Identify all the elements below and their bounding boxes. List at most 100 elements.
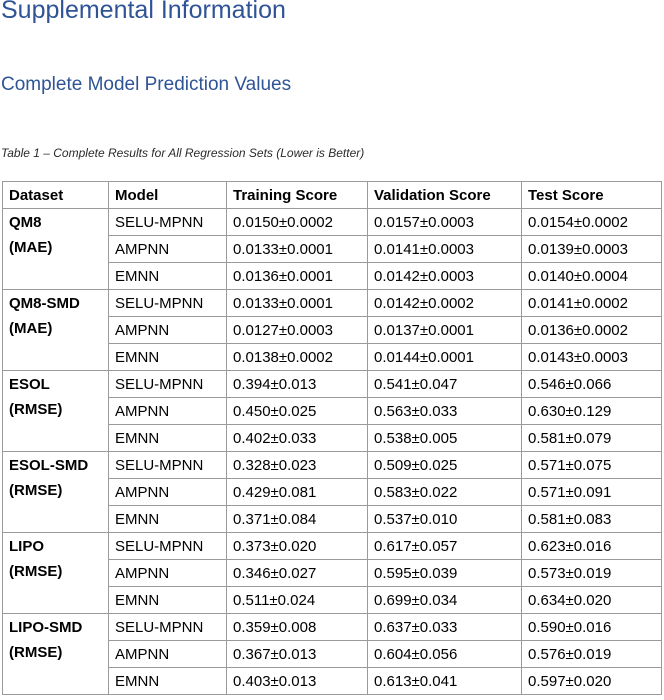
table-header-row: Dataset Model Training Score Validation … — [2, 181, 662, 209]
model-cell: AMPNN — [108, 235, 227, 263]
model-cell: AMPNN — [108, 397, 227, 425]
model-cell: AMPNN — [108, 316, 227, 344]
dataset-cell: QM8 (MAE) — [2, 208, 109, 290]
model-cell: EMNN — [108, 343, 227, 371]
model-cell: AMPNN — [108, 559, 227, 587]
test-score-cell: 0.0143±0.0003 — [521, 343, 662, 371]
validation-score-cell: 0.604±0.056 — [367, 640, 522, 668]
dataset-cell: ESOL (RMSE) — [2, 370, 109, 452]
section-heading: Complete Model Prediction Values — [1, 74, 292, 95]
validation-score-cell: 0.637±0.033 — [367, 613, 522, 641]
table-row: QM8-SMD (MAE) SELU-MPNN 0.0133±0.0001 0.0142… — [2, 289, 662, 371]
table-row: LIPO-SMD (RMSE) SELU-MPNN 0.359±0.008 0.637±… — [2, 613, 662, 695]
test-score-cell: 0.581±0.083 — [521, 505, 662, 533]
table-row: AMPNN 0.429±0.081 0.583±0.022 0.571±0.091 — [3, 478, 662, 506]
page-heading: Supplemental Information — [1, 0, 286, 24]
training-score-cell: 0.402±0.033 — [226, 424, 368, 452]
dataset-metric: (MAE) — [9, 239, 53, 256]
training-score-cell: 0.429±0.081 — [226, 478, 368, 506]
table-body: QM8 (MAE) SELU-MPNN 0.0150±0.0002 0.0157±0.0… — [2, 208, 662, 695]
table-row: AMPNN 0.450±0.025 0.563±0.033 0.630±0.129 — [3, 397, 662, 425]
header-training-score: Training Score — [226, 181, 368, 209]
training-score-cell: 0.359±0.008 — [226, 613, 368, 641]
table-row: EMNN 0.0136±0.0001 0.0142±0.0003 0.0140±0.0… — [3, 262, 662, 290]
validation-score-cell: 0.563±0.033 — [367, 397, 522, 425]
model-cell: SELU-MPNN — [108, 532, 227, 560]
training-score-cell: 0.0133±0.0001 — [226, 235, 368, 263]
dataset-name: QM8 — [9, 214, 42, 231]
results-table: Dataset Model Training Score Validation … — [2, 181, 662, 695]
table-row: EMNN 0.371±0.084 0.537±0.010 0.581±0.083 — [3, 505, 662, 533]
dataset-cell: LIPO-SMD (RMSE) — [2, 613, 109, 695]
model-cell: SELU-MPNN — [108, 370, 227, 398]
test-score-cell: 0.581±0.079 — [521, 424, 662, 452]
validation-score-cell: 0.0142±0.0003 — [367, 262, 522, 290]
validation-score-cell: 0.699±0.034 — [367, 586, 522, 614]
table-row: AMPNN 0.367±0.013 0.604±0.056 0.576±0.019 — [3, 640, 662, 668]
validation-score-cell: 0.0142±0.0002 — [367, 289, 522, 317]
model-cell: EMNN — [108, 424, 227, 452]
model-cell: SELU-MPNN — [108, 613, 227, 641]
validation-score-cell: 0.613±0.041 — [367, 667, 522, 695]
validation-score-cell: 0.0137±0.0001 — [367, 316, 522, 344]
validation-score-cell: 0.583±0.022 — [367, 478, 522, 506]
test-score-cell: 0.0141±0.0002 — [521, 289, 662, 317]
dataset-metric: (RMSE) — [9, 644, 63, 661]
table-row: AMPNN 0.0127±0.0003 0.0137±0.0001 0.0136±0.… — [3, 316, 662, 344]
validation-score-cell: 0.538±0.005 — [367, 424, 522, 452]
training-score-cell: 0.373±0.020 — [226, 532, 368, 560]
validation-score-cell: 0.0157±0.0003 — [367, 208, 522, 236]
model-cell: AMPNN — [108, 640, 227, 668]
dataset-name: LIPO — [9, 538, 45, 555]
validation-score-cell: 0.509±0.025 — [367, 451, 522, 479]
table-row: AMPNN 0.0133±0.0001 0.0141±0.0003 0.0139±0.… — [3, 235, 662, 263]
model-cell: EMNN — [108, 667, 227, 695]
dataset-name: LIPO-SMD — [9, 619, 83, 636]
test-score-cell: 0.571±0.091 — [521, 478, 662, 506]
table-row: QM8 (MAE) SELU-MPNN 0.0150±0.0002 0.0157±0.0… — [2, 208, 662, 290]
model-cell: SELU-MPNN — [108, 208, 227, 236]
dataset-metric: (MAE) — [9, 320, 53, 337]
model-cell: AMPNN — [108, 478, 227, 506]
dataset-cell: QM8-SMD (MAE) — [2, 289, 109, 371]
test-score-cell: 0.576±0.019 — [521, 640, 662, 668]
test-score-cell: 0.634±0.020 — [521, 586, 662, 614]
training-score-cell: 0.371±0.084 — [226, 505, 368, 533]
test-score-cell: 0.571±0.075 — [521, 451, 662, 479]
table-row: EMNN 0.402±0.033 0.538±0.005 0.581±0.079 — [3, 424, 662, 452]
validation-score-cell: 0.595±0.039 — [367, 559, 522, 587]
header-model: Model — [108, 181, 227, 209]
header-validation-score: Validation Score — [367, 181, 522, 209]
test-score-cell: 0.0154±0.0002 — [521, 208, 662, 236]
model-cell: EMNN — [108, 586, 227, 614]
validation-score-cell: 0.0144±0.0001 — [367, 343, 522, 371]
test-score-cell: 0.573±0.019 — [521, 559, 662, 587]
training-score-cell: 0.394±0.013 — [226, 370, 368, 398]
training-score-cell: 0.0133±0.0001 — [226, 289, 368, 317]
training-score-cell: 0.511±0.024 — [226, 586, 368, 614]
dataset-name: ESOL-SMD — [9, 457, 89, 474]
test-score-cell: 0.0140±0.0004 — [521, 262, 662, 290]
table-row: ESOL (RMSE) SELU-MPNN 0.394±0.013 0.541±0.04… — [2, 370, 662, 452]
dataset-metric: (RMSE) — [9, 482, 63, 499]
training-score-cell: 0.450±0.025 — [226, 397, 368, 425]
validation-score-cell: 0.0141±0.0003 — [367, 235, 522, 263]
training-score-cell: 0.0138±0.0002 — [226, 343, 368, 371]
test-score-cell: 0.0136±0.0002 — [521, 316, 662, 344]
test-score-cell: 0.597±0.020 — [521, 667, 662, 695]
test-score-cell: 0.623±0.016 — [521, 532, 662, 560]
model-cell: SELU-MPNN — [108, 451, 227, 479]
training-score-cell: 0.346±0.027 — [226, 559, 368, 587]
test-score-cell: 0.630±0.129 — [521, 397, 662, 425]
dataset-cell: LIPO (RMSE) — [2, 532, 109, 614]
training-score-cell: 0.403±0.013 — [226, 667, 368, 695]
header-dataset: Dataset — [2, 181, 109, 209]
dataset-name: ESOL — [9, 376, 50, 393]
dataset-cell: ESOL-SMD (RMSE) — [2, 451, 109, 533]
validation-score-cell: 0.541±0.047 — [367, 370, 522, 398]
training-score-cell: 0.367±0.013 — [226, 640, 368, 668]
table-row: ESOL-SMD (RMSE) SELU-MPNN 0.328±0.023 0.509±… — [2, 451, 662, 533]
model-cell: EMNN — [108, 505, 227, 533]
dataset-metric: (RMSE) — [9, 401, 63, 418]
test-score-cell: 0.546±0.066 — [521, 370, 662, 398]
